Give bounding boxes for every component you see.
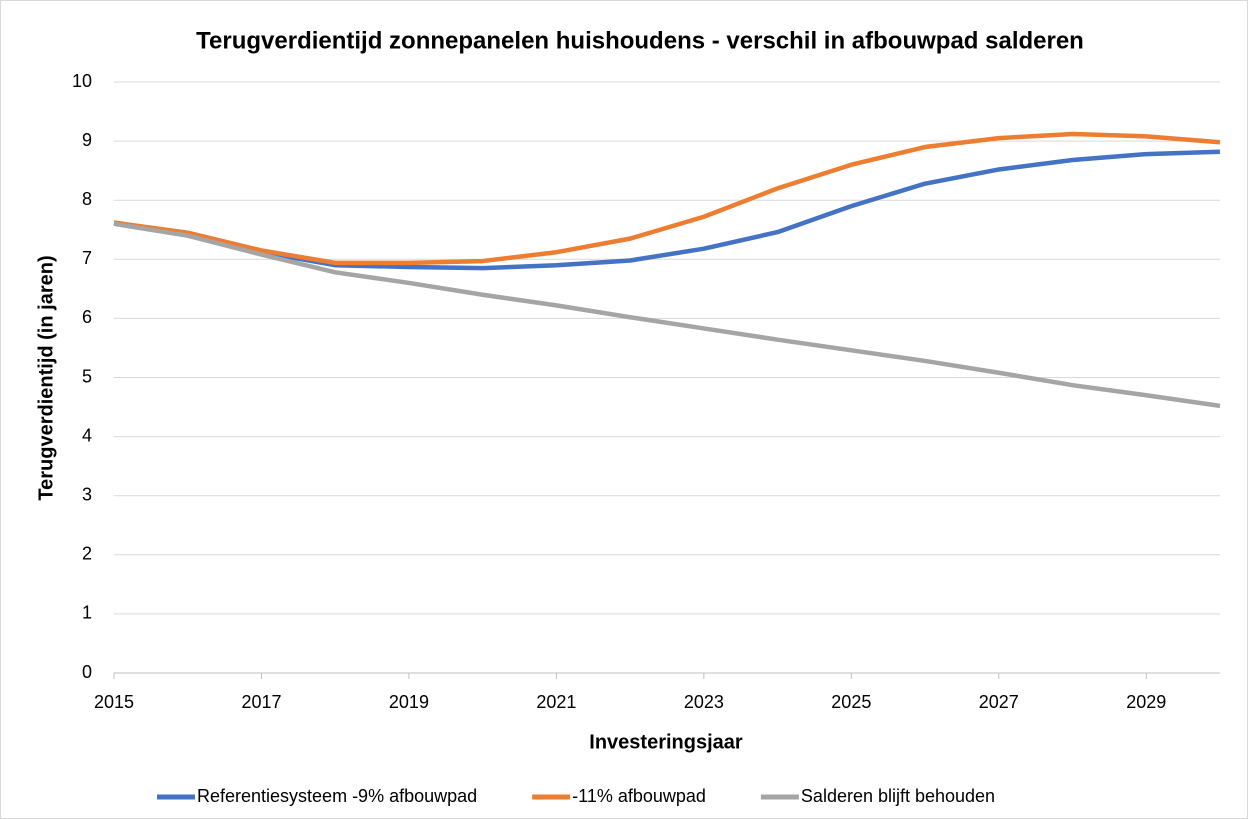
y-tick-label: 7 xyxy=(82,248,92,268)
x-tick-label: 2029 xyxy=(1126,692,1166,712)
y-tick-label: 5 xyxy=(82,366,92,386)
y-tick-label: 1 xyxy=(82,603,92,623)
legend-label: Salderen blijft behouden xyxy=(801,786,995,806)
x-tick-label: 2017 xyxy=(241,692,281,712)
legend-label: Referentiesysteem -9% afbouwpad xyxy=(197,786,477,806)
chart-title: Terugverdientijd zonnepanelen huishouden… xyxy=(196,27,1084,54)
data-line xyxy=(113,221,1221,409)
y-tick-label: 8 xyxy=(82,189,92,209)
y-tick-label: 4 xyxy=(82,425,92,445)
x-tick-label: 2021 xyxy=(536,692,576,712)
x-tick-label: 2025 xyxy=(831,692,871,712)
legend-label: -11% afbouwpad xyxy=(572,786,706,806)
x-tick-label: 2019 xyxy=(389,692,429,712)
y-tick-label: 10 xyxy=(72,71,92,91)
y-tick-label: 0 xyxy=(82,662,92,682)
data-line xyxy=(113,131,1221,266)
y-tick-label: 9 xyxy=(82,130,92,150)
y-axis-label: Terugverdientijd (in jaren) xyxy=(35,255,57,500)
x-tick-label: 2023 xyxy=(684,692,724,712)
x-tick-label: 2027 xyxy=(979,692,1019,712)
x-tick-label: 2015 xyxy=(94,692,134,712)
x-axis-label: Investeringsjaar xyxy=(589,731,743,753)
y-tick-label: 6 xyxy=(82,307,92,327)
y-tick-label: 2 xyxy=(82,544,92,564)
y-tick-label: 3 xyxy=(82,484,92,504)
